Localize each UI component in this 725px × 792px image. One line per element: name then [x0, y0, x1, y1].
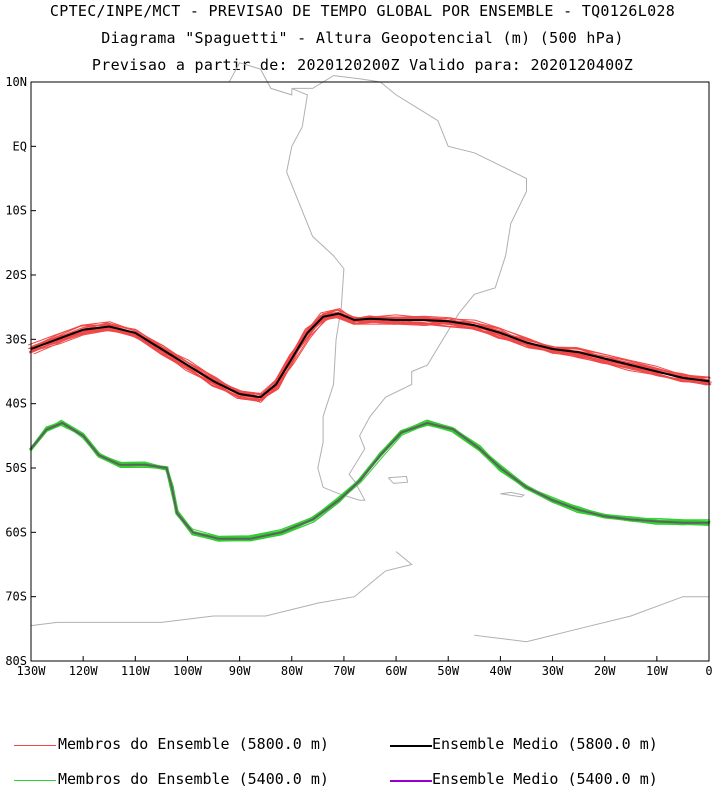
contour-5400-member-line [29, 423, 711, 542]
lon-label: 120W [69, 664, 99, 678]
lat-label: EQ [13, 139, 27, 153]
contour-5400-member-line [30, 419, 710, 538]
legend-label-mean-5400: Ensemble Medio (5400.0 m) [432, 770, 658, 788]
antarctic-peninsula-coast [30, 551, 413, 627]
falklands-coast [387, 475, 409, 484]
lon-label: 80W [281, 664, 303, 678]
contour-5400-member-line [31, 420, 711, 540]
contour-5400-member-line [31, 421, 711, 540]
legend-label-mean-5800: Ensemble Medio (5800.0 m) [432, 735, 658, 753]
lat-label: 40S [5, 397, 27, 411]
contour-5800-member-line [30, 311, 711, 398]
lon-label: 40W [490, 664, 512, 678]
lat-label: 60S [5, 525, 27, 539]
spaghetti-map: 10N EQ 10S 20S 30S 40S 50S 60S 70S 80S 130W 120W 11… [5, 62, 713, 678]
contour-5400-member-line [29, 423, 710, 542]
lat-label: 30S [5, 332, 27, 346]
longitude-labels: 130W 120W 110W 100W 90W 80W 70W 60W 50W 40W 30W 20W… [17, 656, 713, 678]
contour-5800-member-line [30, 316, 710, 402]
lat-label: 70S [5, 590, 27, 604]
lon-label: 70W [333, 664, 355, 678]
contour-5400-member-line [30, 421, 710, 540]
legend-swatch-mean-5800 [390, 745, 432, 747]
antarctic-coast-east [474, 596, 709, 643]
legend-swatch-mean-5400 [390, 780, 432, 782]
contour-5400-member-line [30, 421, 709, 541]
contour-5800-member-line [30, 314, 712, 398]
lon-label: 10W [646, 664, 668, 678]
lon-label: 50W [437, 664, 459, 678]
lat-label: 20S [5, 268, 27, 282]
contour-5400-member-line [29, 422, 708, 540]
contour-5400-member-line [29, 422, 709, 540]
contour-5400-member-line [31, 419, 708, 537]
south-america-coast [286, 75, 527, 501]
lat-label: 10S [5, 204, 27, 218]
contour-5400-member-line [31, 419, 710, 538]
contour-5400-mean-line [30, 421, 709, 540]
contour-5400-member-line [31, 422, 709, 541]
lat-label: 50S [5, 461, 27, 475]
lat-label: 80S [5, 654, 27, 668]
contour-5400-member-line [29, 422, 711, 540]
legend-label-member-5400: Membros do Ensemble (5400.0 m) [58, 770, 329, 788]
title-line-1: CPTEC/INPE/MCT - PREVISAO DE TEMPO GLOBA… [49, 2, 676, 20]
title-line-3: Previsao a partir de: 2020120200Z Valido… [91, 56, 634, 74]
legend-swatch-member-5400 [14, 780, 56, 781]
latitude-labels: 10N EQ 10S 20S 30S 40S 50S 60S 70S 80S [5, 75, 36, 668]
coastline-layer [30, 62, 709, 643]
lon-label: 30W [542, 664, 564, 678]
contour-5400-member-line [30, 421, 708, 540]
contour-5400-member-line [31, 423, 710, 542]
contour-5800-member-line [30, 313, 708, 398]
contour-5400-member-line [29, 421, 709, 540]
lon-label: 0 [705, 664, 712, 678]
lon-label: 20W [594, 664, 616, 678]
legend-swatch-member-5800 [14, 745, 56, 746]
south-georgia-coast [500, 491, 526, 498]
contour-5800-mean-line [30, 312, 710, 399]
lon-label: 90W [229, 664, 251, 678]
central-america-coast [228, 62, 293, 96]
title-line-2: Diagrama "Spaguetti" - Altura Geopotenci… [101, 29, 624, 47]
legend-label-member-5800: Membros do Ensemble (5800.0 m) [58, 735, 329, 753]
contour-5800-layer [28, 308, 712, 403]
contour-5800-member-line [29, 314, 711, 401]
contour-5400-member-line [31, 422, 709, 542]
lon-label: 130W [17, 664, 47, 678]
contour-5400-member-line [30, 422, 709, 539]
contour-5400-member-line [30, 420, 711, 539]
map-frame [30, 81, 710, 662]
lat-label: 10N [5, 75, 27, 89]
contour-5400-member-line [31, 423, 709, 541]
contour-5800-member-line [32, 315, 712, 397]
lon-label: 110W [121, 664, 151, 678]
lon-label: 100W [173, 664, 203, 678]
lon-label: 60W [385, 664, 407, 678]
contour-5400-layer [29, 419, 711, 542]
